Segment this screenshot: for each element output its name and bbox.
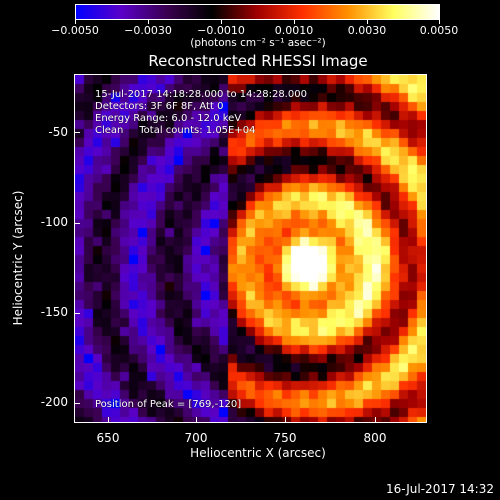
colorbar-units-label: (photons cm⁻² s⁻¹ asec⁻²) bbox=[190, 37, 326, 49]
image-title: Reconstructed RHESSI Image bbox=[148, 52, 368, 70]
peak-position-label: Position of Peak = [769,-120] bbox=[95, 399, 242, 410]
y-tick-label: -100 bbox=[40, 215, 68, 229]
y-tick-label: -200 bbox=[40, 395, 68, 409]
footer-timestamp: 16-Jul-2017 14:32 bbox=[385, 482, 494, 496]
colorbar-tick bbox=[148, 20, 149, 24]
info-total-counts: Clean Total counts: 1.05E+04 bbox=[95, 125, 256, 136]
colorbar-label: 0.0050 bbox=[419, 24, 459, 37]
x-tick-label: 750 bbox=[273, 431, 297, 445]
y-tick-label: -50 bbox=[48, 125, 68, 139]
info-energy-range: Energy Range: 6.0 - 12.0 keV bbox=[95, 113, 242, 124]
info-time-range: 15-Jul-2017 14:18:28.000 to 14:28:28.000 bbox=[95, 89, 307, 100]
colorbar-tick bbox=[367, 20, 368, 24]
colorbar bbox=[75, 4, 440, 24]
colorbar-tick bbox=[294, 20, 295, 24]
colorbar-tick bbox=[439, 20, 440, 24]
colorbar-label: 0.0030 bbox=[347, 24, 387, 37]
y-tick bbox=[75, 313, 80, 314]
y-tick-label: -150 bbox=[40, 305, 68, 319]
x-tick bbox=[285, 417, 286, 422]
colorbar-label: −0.0030 bbox=[124, 24, 172, 37]
x-tick bbox=[196, 417, 197, 422]
colorbar-tick bbox=[221, 20, 222, 24]
x-axis-title: Heliocentric X (arcsec) bbox=[190, 446, 326, 460]
colorbar-gradient bbox=[75, 4, 440, 20]
colorbar-tick bbox=[75, 20, 76, 24]
x-tick bbox=[108, 417, 109, 422]
x-tick-label: 650 bbox=[96, 431, 120, 445]
info-detectors: Detectors: 3F 6F 8F, Att 0 bbox=[95, 101, 224, 112]
y-axis-title: Heliocentric Y (arcsec) bbox=[11, 190, 25, 326]
x-tick bbox=[375, 417, 376, 422]
x-tick-label: 800 bbox=[363, 431, 387, 445]
x-tick-label: 700 bbox=[184, 431, 208, 445]
y-tick bbox=[75, 403, 80, 404]
reconstructed-image bbox=[75, 75, 426, 422]
y-tick bbox=[75, 223, 80, 224]
colorbar-label: 0.0010 bbox=[274, 24, 314, 37]
y-tick bbox=[75, 132, 80, 133]
solar-image-plot: 15-Jul-2017 14:18:28.000 to 14:28:28.000… bbox=[74, 74, 427, 423]
colorbar-label: −0.0010 bbox=[197, 24, 245, 37]
colorbar-label: −0.0050 bbox=[51, 24, 99, 37]
